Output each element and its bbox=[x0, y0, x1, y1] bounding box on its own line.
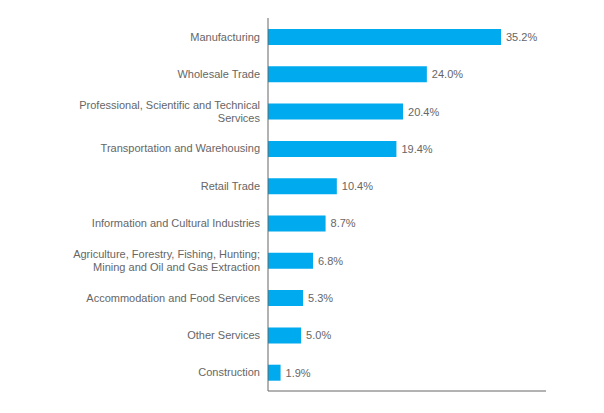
svg-text:Retail Trade: Retail Trade bbox=[201, 180, 260, 192]
svg-text:20.4%: 20.4% bbox=[408, 106, 439, 118]
svg-text:19.4%: 19.4% bbox=[401, 143, 432, 155]
svg-text:Manufacturing: Manufacturing bbox=[190, 31, 260, 43]
svg-text:Other Services: Other Services bbox=[187, 329, 260, 341]
svg-text:Wholesale Trade: Wholesale Trade bbox=[177, 68, 260, 80]
svg-text:5.3%: 5.3% bbox=[308, 292, 333, 304]
svg-text:10.4%: 10.4% bbox=[342, 180, 373, 192]
svg-text:Professional, Scientific and T: Professional, Scientific and TechnicalSe… bbox=[79, 99, 260, 124]
svg-text:Agriculture, Forestry, Fishing: Agriculture, Forestry, Fishing, Hunting;… bbox=[73, 248, 260, 273]
svg-text:5.0%: 5.0% bbox=[306, 329, 331, 341]
svg-text:Accommodation and Food Service: Accommodation and Food Services bbox=[86, 292, 260, 304]
svg-text:1.9%: 1.9% bbox=[286, 367, 311, 379]
svg-text:35.2%: 35.2% bbox=[506, 31, 537, 43]
svg-text:24.0%: 24.0% bbox=[432, 68, 463, 80]
svg-text:Information and Cultural Indus: Information and Cultural Industries bbox=[92, 217, 261, 229]
svg-text:6.8%: 6.8% bbox=[318, 255, 343, 267]
svg-text:Transportation and Warehousing: Transportation and Warehousing bbox=[101, 142, 260, 154]
svg-text:8.7%: 8.7% bbox=[331, 217, 356, 229]
svg-text:Construction: Construction bbox=[198, 366, 260, 378]
